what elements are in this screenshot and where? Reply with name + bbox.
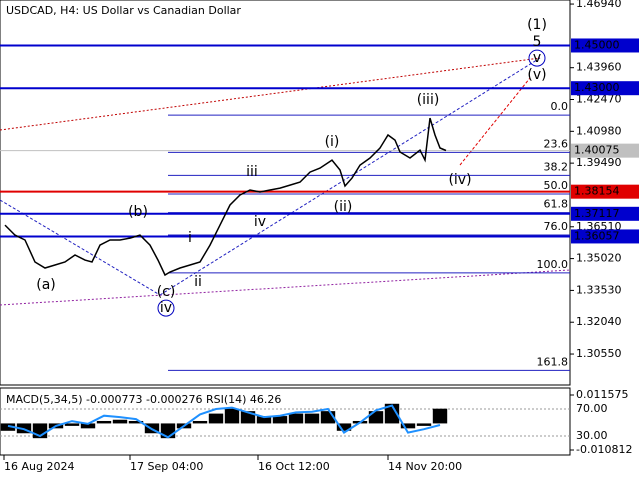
level-label: 1.40075 — [574, 144, 620, 157]
level-label: 1.38154 — [574, 185, 620, 198]
chart-title: USDCAD, H4: US Dollar vs Canadian Dollar — [6, 4, 241, 17]
fib-label: 61.8 — [544, 198, 569, 211]
level-box — [571, 206, 639, 221]
wave-label: ii — [194, 274, 202, 290]
annotation-circle — [528, 49, 546, 67]
wave-label: i — [188, 230, 192, 246]
level-box — [571, 229, 639, 244]
macd-bar — [64, 423, 80, 426]
macd-bar — [384, 403, 400, 424]
macd-bar — [336, 423, 352, 431]
fib-label: 76.0 — [544, 220, 569, 233]
macd-bar — [0, 423, 16, 431]
fib-label: 23.6 — [544, 137, 569, 150]
annotation-circle — [157, 299, 175, 317]
x-tick-label: 16 Oct 12:00 — [258, 460, 330, 473]
fib-label: 38.2 — [544, 160, 569, 173]
y-tick-label: 0.011575 — [576, 388, 629, 401]
y-tick-label: 1.39490 — [576, 156, 622, 169]
level-label: 1.45000 — [574, 38, 620, 51]
trend-line — [0, 199, 161, 296]
macd-bar — [208, 413, 224, 424]
macd-bar — [256, 416, 272, 424]
fib-label: 50.0 — [544, 179, 569, 192]
macd-bar — [224, 408, 240, 424]
y-tick-label: 1.33530 — [576, 283, 622, 296]
trend-line — [459, 77, 531, 166]
trend-line — [0, 57, 541, 131]
y-tick-label: 1.46940 — [576, 0, 622, 10]
fib-label: 100.0 — [537, 258, 569, 271]
level-box — [571, 184, 639, 199]
y-tick-label: 1.43960 — [576, 61, 622, 74]
macd-bar — [288, 413, 304, 424]
level-box — [571, 143, 639, 158]
rsi-line — [7, 404, 441, 439]
x-tick-label: 14 Nov 20:00 — [388, 460, 462, 473]
wave-label: v — [533, 50, 541, 66]
y-tick-label: 1.42470 — [576, 93, 622, 106]
wave-label: 5 — [533, 34, 542, 50]
macd-bar — [80, 423, 96, 429]
level-label: 1.37117 — [574, 207, 620, 220]
indicator-label: MACD(5,34,5) -0.000773 -0.000276 RSI(14)… — [6, 393, 281, 406]
macd-bar — [128, 420, 144, 424]
y-tick-label: -0.010812 — [576, 443, 632, 456]
macd-bar — [96, 420, 112, 424]
macd-bar — [192, 420, 208, 424]
y-tick-label: 1.35020 — [576, 252, 622, 265]
fib-label: 161.8 — [537, 355, 569, 368]
macd-bar — [432, 408, 448, 424]
price-line — [4, 117, 447, 277]
wave-label: (a) — [36, 277, 56, 293]
wave-label: (i) — [325, 134, 340, 150]
y-tick-label: 1.40980 — [576, 124, 622, 137]
wave-label: iv — [254, 214, 266, 230]
x-tick-label: 17 Sep 04:00 — [130, 460, 203, 473]
wave-label: (iii) — [417, 92, 440, 108]
wave-label: (v) — [527, 67, 546, 83]
x-tick-label: 16 Aug 2024 — [4, 460, 74, 473]
macd-bar — [304, 413, 320, 424]
wave-label: (b) — [128, 204, 148, 220]
macd-bar — [416, 423, 432, 426]
level-label: 1.36057 — [574, 229, 620, 242]
y-tick-label: 1.30550 — [576, 347, 622, 360]
fib-label: 0.0 — [551, 100, 569, 113]
macd-bar — [272, 416, 288, 424]
wave-label: iv — [160, 300, 172, 316]
y2-tick-label: 70.00 — [576, 402, 608, 415]
y-tick-label: 1.32040 — [576, 315, 622, 328]
macd-bar — [400, 423, 416, 429]
wave-label: (1) — [527, 17, 547, 33]
macd-bar — [112, 419, 128, 424]
wave-label: (c) — [157, 284, 176, 300]
level-label: 1.43000 — [574, 81, 620, 94]
wave-label: iii — [246, 164, 258, 180]
macd-bar — [160, 423, 176, 439]
level-box — [571, 81, 639, 96]
wave-label: (iv) — [448, 172, 471, 188]
y2-tick-label: 30.00 — [576, 429, 608, 442]
wave-label: (ii) — [334, 199, 353, 215]
level-box — [571, 38, 639, 53]
trend-line — [0, 269, 571, 306]
